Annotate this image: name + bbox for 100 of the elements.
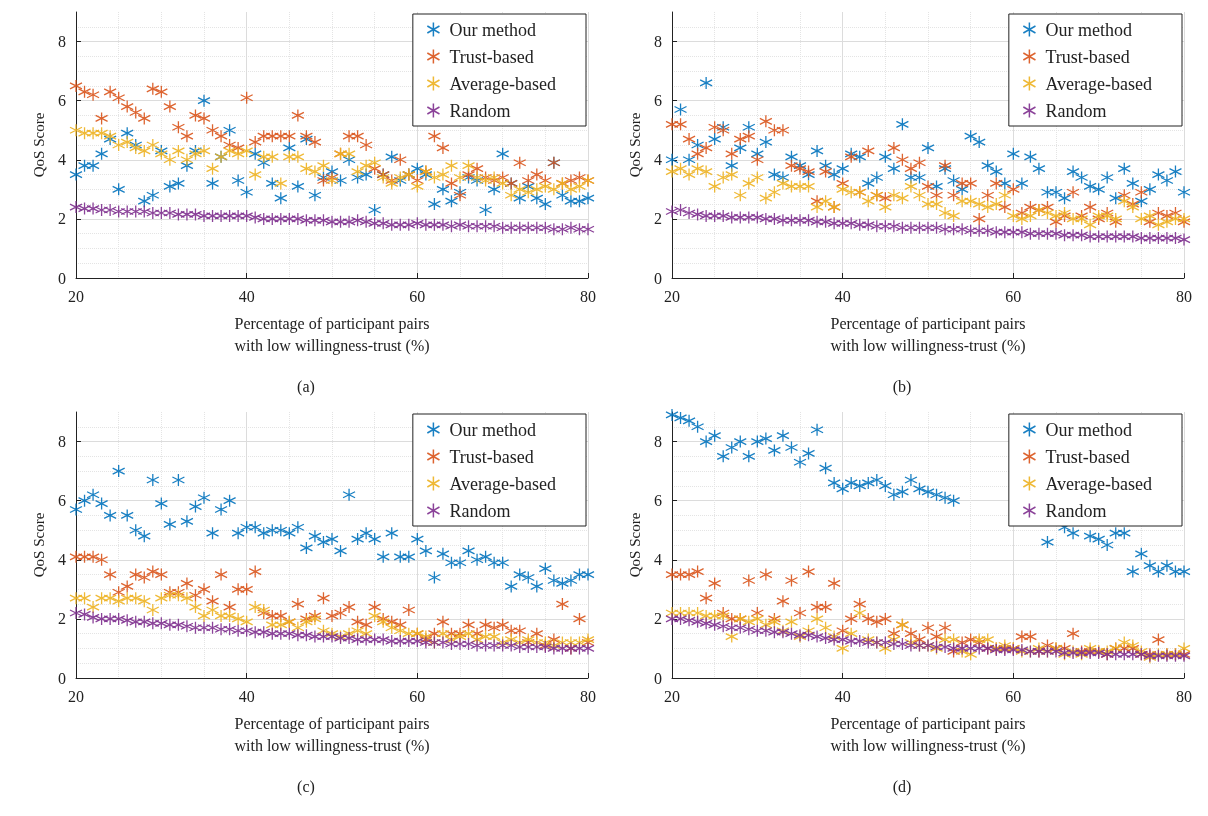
point (878, 479, 892, 493)
point (750, 434, 764, 449)
y-tick-label: 4 (654, 151, 662, 169)
text: (d) (892, 777, 912, 796)
y-axis-title: QoS Score (626, 512, 643, 578)
y-tick-label: 8 (654, 33, 662, 51)
legend-label: Trust-based (449, 446, 534, 467)
point (1126, 564, 1140, 579)
point (861, 476, 875, 490)
point (784, 440, 799, 455)
x-tick-label: 60 (409, 287, 426, 305)
legend-label: Average-based (449, 73, 557, 94)
y-tick-label: 6 (58, 492, 66, 510)
y-tick-label: 0 (654, 269, 662, 287)
point (759, 431, 773, 446)
legend-label: Our method (449, 19, 536, 40)
y-tick-label: 0 (654, 669, 662, 687)
point (836, 482, 850, 496)
x-tick-label: 80 (580, 687, 596, 705)
y-tick-label: 4 (58, 551, 66, 569)
y-tick-label: 6 (58, 92, 66, 110)
point (1168, 564, 1183, 579)
y-tick-label: 6 (654, 492, 662, 510)
point (818, 461, 833, 475)
point (725, 440, 739, 455)
text: (c) (297, 777, 315, 796)
x-axis-title: Percentage of participant pairs with low willingness-trust (%) (830, 314, 1026, 355)
y-axis-title: QoS Score (30, 112, 47, 178)
legend-label: Average-based (1045, 73, 1153, 94)
y-tick-label: 8 (58, 33, 66, 51)
point (810, 423, 824, 437)
x-tick-label: 40 (238, 687, 255, 705)
y-tick-label: 4 (58, 151, 66, 169)
point (1134, 547, 1148, 561)
point (690, 420, 705, 434)
point (895, 485, 910, 499)
legend-label: Average-based (449, 473, 557, 494)
x-tick-label: 80 (1176, 687, 1192, 705)
point (887, 488, 901, 502)
y-tick-label: 4 (654, 551, 662, 569)
legend-label: Trust-based (1045, 46, 1130, 67)
x-tick-label: 80 (580, 287, 596, 305)
legend-label: Our method (449, 419, 536, 440)
x-tick-label: 20 (664, 287, 680, 305)
x-axis-title: Percentage of participant pairs with low willingness-trust (%) (234, 714, 430, 755)
y-tick-label: 8 (58, 433, 66, 451)
point (1160, 559, 1174, 573)
point (733, 434, 747, 449)
y-tick-label: 2 (58, 210, 66, 228)
x-tick-label: 60 (1005, 687, 1022, 705)
x-tick-label: 40 (238, 287, 255, 305)
x-tick-label: 60 (409, 687, 426, 705)
x-tick-label: 20 (68, 287, 84, 305)
point (1066, 526, 1080, 540)
point (827, 476, 841, 490)
x-axis-title: Percentage of participant pairs with low willingness-trust (%) (234, 314, 430, 355)
y-tick-label: 2 (58, 610, 66, 628)
x-tick-label: 60 (1005, 287, 1022, 305)
point (870, 473, 884, 487)
legend-label: Random (449, 500, 511, 521)
x-tick-label: 80 (1176, 287, 1192, 305)
legend-label: Average-based (1045, 473, 1153, 494)
point (1143, 559, 1157, 573)
y-tick-label: 8 (654, 433, 662, 451)
point (742, 449, 756, 463)
point (1151, 564, 1166, 579)
x-tick-label: 20 (664, 687, 680, 705)
legend-label: Trust-based (449, 46, 534, 67)
text: (b) (892, 377, 912, 396)
x-tick-label: 20 (68, 687, 84, 705)
point (793, 455, 807, 469)
point (1040, 535, 1055, 549)
y-tick-label: 2 (654, 610, 662, 628)
legend-label: Trust-based (1045, 446, 1130, 467)
point (767, 443, 782, 458)
point (904, 473, 918, 487)
legend-label: Random (1045, 500, 1107, 521)
y-tick-label: 2 (654, 210, 662, 228)
point (1109, 526, 1123, 540)
x-tick-label: 40 (834, 287, 851, 305)
legend-label: Random (1045, 100, 1107, 121)
text: (a) (297, 377, 315, 396)
point (1100, 538, 1114, 552)
y-tick-label: 0 (58, 269, 66, 287)
x-axis-title: Percentage of participant pairs with low willingness-trust (%) (830, 714, 1026, 755)
point (1117, 526, 1131, 540)
y-tick-label: 6 (654, 92, 662, 110)
point (699, 434, 713, 449)
x-tick-label: 40 (834, 687, 851, 705)
legend-label: Our method (1045, 419, 1132, 440)
point (801, 446, 816, 461)
y-tick-label: 0 (58, 669, 66, 687)
point (776, 428, 790, 443)
point (708, 428, 722, 443)
legend-label: Our method (1045, 19, 1132, 40)
point (716, 449, 730, 463)
point (1177, 564, 1191, 579)
y-axis-title: QoS Score (30, 512, 47, 578)
y-axis-title: QoS Score (626, 112, 643, 178)
legend-label: Random (449, 100, 511, 121)
